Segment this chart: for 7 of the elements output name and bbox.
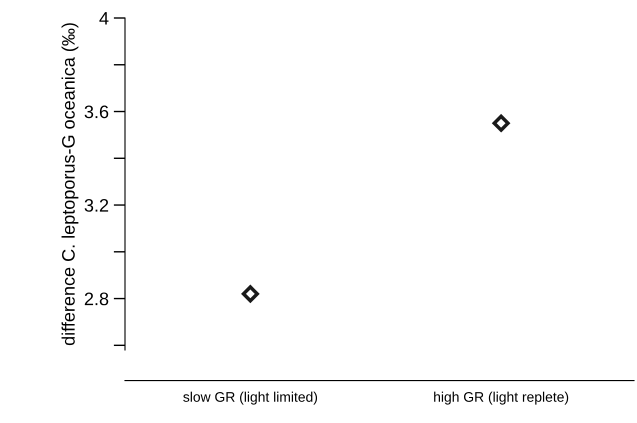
y-axis-title: difference C. leptoporus-G oceanica (‰) bbox=[62, 23, 78, 346]
y-tick-label: 3.2 bbox=[84, 198, 108, 212]
y-tick-label: 4 bbox=[99, 12, 108, 25]
y-tick-label: 3.6 bbox=[84, 105, 108, 118]
y-tick-label: 2.8 bbox=[84, 292, 108, 306]
x-tick-label: slow GR (light limited) bbox=[183, 392, 318, 405]
x-tick-label: high GR (light replete) bbox=[434, 392, 568, 405]
